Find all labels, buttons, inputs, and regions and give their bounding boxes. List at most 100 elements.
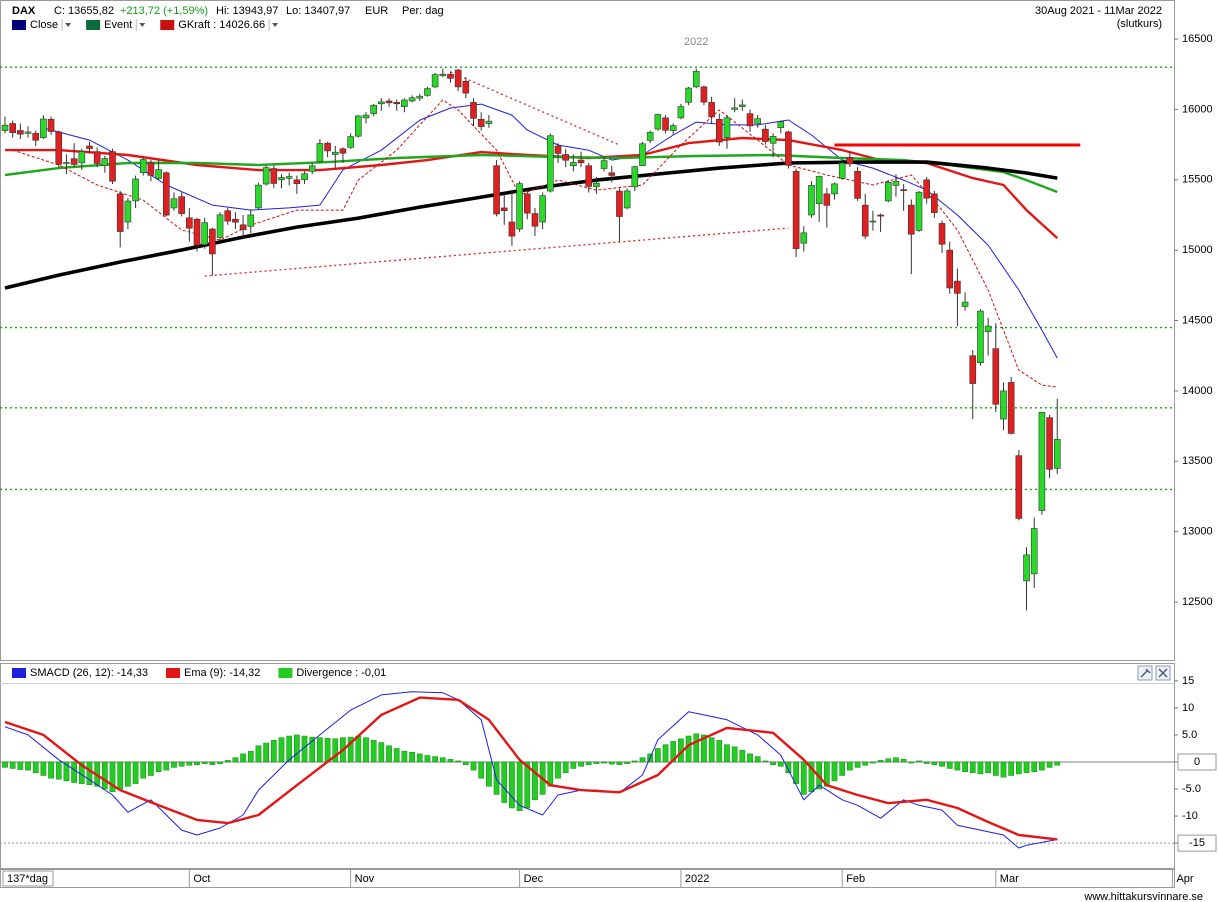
divergence-bar — [570, 761, 577, 769]
candle-body — [1038, 411, 1046, 511]
x-tick-label: Feb — [846, 873, 865, 885]
y-tick-label: 12500 — [1182, 596, 1213, 608]
series-line — [4, 160, 1058, 290]
candle-body — [1000, 390, 1007, 420]
divergence-bar — [724, 744, 730, 763]
candle-body — [861, 204, 869, 237]
candle-body — [969, 355, 977, 384]
candle-body — [639, 143, 646, 167]
candle-body — [984, 325, 992, 333]
legend-swatch — [166, 668, 180, 678]
candle-body — [454, 69, 462, 88]
candle-body — [101, 158, 109, 167]
divergence-bar — [923, 761, 930, 764]
trend-line — [450, 71, 620, 146]
divergence-bar — [393, 748, 400, 763]
candle-body — [854, 171, 861, 199]
divergence-bar — [631, 760, 638, 763]
divergence-bar — [501, 761, 508, 803]
divergence-bar — [985, 761, 991, 774]
legend-dropdown — [272, 23, 279, 27]
legend-label: Close — [30, 19, 58, 31]
divergence-bar — [954, 761, 961, 771]
candle-body — [178, 196, 185, 214]
price-note: (slutkurs) — [1117, 18, 1162, 30]
divergence-bar — [163, 761, 170, 771]
candle-body — [677, 106, 685, 119]
divergence-bar — [240, 753, 246, 763]
candle-body — [654, 114, 662, 130]
divergence-bar — [900, 759, 907, 763]
candle-body — [232, 218, 239, 223]
year-annotation: 2022 — [684, 36, 708, 48]
plot-area — [0, 691, 1174, 849]
divergence-bar — [739, 749, 746, 763]
divergence-bar — [754, 756, 761, 763]
candle-body — [992, 348, 1000, 405]
divergence-bar — [462, 761, 469, 765]
divergence-bar — [270, 740, 277, 763]
legend-label: Divergence : -0,01 — [296, 667, 386, 679]
legend-label: GKraft : 14026.66 — [178, 19, 265, 31]
candle-body — [785, 131, 792, 166]
candle-body — [17, 130, 24, 135]
x-axis-strip — [0, 869, 1175, 888]
divergence-bar — [747, 753, 753, 763]
candle-body — [977, 310, 984, 364]
y-tick-label: 5.0 — [1182, 729, 1197, 741]
y-tick-label: 0 — [1194, 756, 1200, 768]
candle-body — [431, 74, 439, 88]
divergence-bar — [155, 761, 162, 772]
divergence-bar — [893, 757, 899, 763]
candle-body — [585, 165, 593, 187]
divergence-bar — [447, 759, 454, 763]
divergence-bar — [478, 761, 485, 779]
candle-body — [424, 88, 431, 96]
close-icon-glyph — [1158, 668, 1168, 678]
candle-body — [815, 176, 823, 205]
divergence-bar — [278, 737, 285, 763]
divergence-bar — [555, 761, 561, 779]
candle-body — [547, 135, 554, 192]
candle-body — [255, 184, 262, 209]
candle-body — [1046, 417, 1053, 470]
divergence-bar — [670, 741, 677, 763]
candle-body — [93, 151, 101, 164]
x-tick-label: Apr — [1176, 873, 1193, 885]
candle-body — [808, 185, 815, 216]
candle-body — [362, 114, 370, 119]
divergence-bar — [63, 761, 70, 782]
divergence-bar — [716, 740, 723, 763]
divergence-bar — [877, 760, 884, 763]
candle-body — [401, 99, 408, 107]
candle-body — [370, 104, 377, 114]
candle-body — [593, 182, 600, 188]
divergence-bar — [946, 761, 953, 769]
series-line — [4, 696, 1058, 841]
main-panel — [0, 0, 1175, 661]
divergence-bar — [32, 761, 39, 774]
candle-body — [754, 118, 762, 124]
candle-body — [132, 178, 139, 202]
candle-body — [869, 220, 877, 223]
divergence-bar — [201, 761, 208, 764]
divergence-bar — [939, 761, 945, 767]
candle-body — [70, 158, 78, 165]
candle-body — [954, 280, 961, 294]
candle-body — [762, 128, 769, 142]
candle-body — [285, 176, 293, 179]
divergence-bar — [593, 761, 600, 764]
candle-body — [516, 183, 523, 230]
candle-body — [739, 104, 746, 107]
divergence-bar — [148, 761, 154, 776]
divergence-bar — [908, 761, 915, 764]
candle-body — [55, 131, 63, 165]
divergence-bar — [140, 761, 147, 779]
candle-body — [224, 210, 232, 222]
x-tick-label: 2022 — [685, 873, 709, 885]
candle-body — [923, 179, 930, 199]
candle-body — [692, 70, 700, 88]
y-tick-label: 14500 — [1182, 314, 1213, 326]
divergence-bar — [209, 761, 216, 765]
